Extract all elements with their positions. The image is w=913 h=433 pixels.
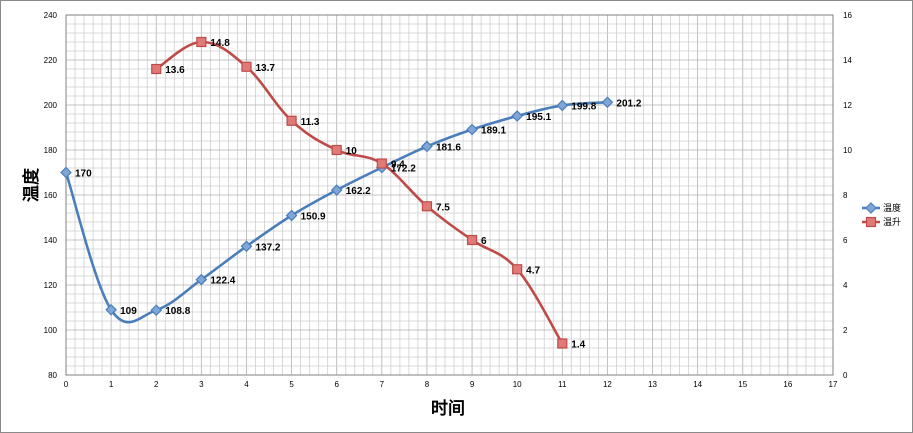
- left-tick-label: 240: [44, 11, 58, 20]
- right-tick-label: 10: [843, 146, 852, 155]
- x-tick-label: 17: [829, 380, 838, 389]
- temperature-point: [421, 140, 433, 153]
- legend-label-temperature: 温度: [883, 202, 901, 213]
- temp-rise-data-label: 11.3: [301, 117, 320, 128]
- data-labels: 170 109 108.8 122.4 137.2 150.9 162.2 172.2 181.…: [75, 38, 642, 351]
- temperature-point: [285, 209, 298, 222]
- temperature-data-label: 181.6: [436, 142, 461, 153]
- left-tick-label: 180: [44, 146, 58, 155]
- temp-rise-point: [421, 201, 433, 212]
- x-tick-label: 0: [64, 380, 69, 389]
- temp-rise-data-label: 13.7: [255, 63, 275, 74]
- temp-rise-line: [155, 40, 564, 345]
- temperature-data-label: 195.1: [526, 112, 551, 123]
- temp-rise-point: [512, 264, 523, 275]
- x-tick-label: 14: [693, 380, 702, 389]
- x-tick-label: 1: [109, 380, 114, 389]
- temp-rise-point: [151, 63, 162, 75]
- temp-rise-point: [466, 234, 478, 246]
- temperature-data-label: 122.4: [210, 276, 235, 287]
- temp-rise-data-label: 9.4: [391, 160, 405, 171]
- right-tick-label: 14: [843, 56, 852, 65]
- plot-frame: [65, 14, 834, 376]
- temperature-point: [60, 166, 72, 179]
- temp-rise-point: [557, 338, 568, 349]
- x-tick-label: 3: [199, 380, 204, 389]
- temperature-data-label: 109: [120, 306, 137, 317]
- left-tick-label: 80: [48, 371, 57, 380]
- right-tick-label: 2: [843, 326, 848, 335]
- right-tick-label: 4: [843, 281, 848, 290]
- temp-rise-data-label: 6: [481, 236, 487, 247]
- plot-border: [65, 14, 834, 376]
- temperature-point: [330, 184, 343, 196]
- temperature-data-label: 172.2: [391, 164, 416, 175]
- legend-label-temp-rise: 温升: [883, 217, 901, 227]
- x-tick-label: 10: [513, 380, 522, 389]
- temp-rise-point: [331, 144, 342, 156]
- temperature-data-label: 199.8: [571, 101, 596, 112]
- x-tick-labels: 0 1 2 3 4 5 6 7 8 9 10 11 12 13 14 15 16 17: [64, 380, 838, 389]
- temp-rise-data-label: 14.8: [210, 38, 230, 49]
- legend-marker-temperature: [865, 202, 877, 214]
- grid: [66, 15, 833, 375]
- temperature-point: [240, 240, 253, 253]
- temperature-point: [601, 96, 614, 109]
- x-tick-label: 4: [244, 380, 249, 389]
- left-tick-label: 140: [44, 236, 58, 245]
- y-axis-title: 温度: [21, 167, 42, 202]
- x-tick-label: 5: [289, 380, 294, 389]
- temperature-point: [466, 123, 478, 136]
- temp-rise-data-label: 1.4: [571, 340, 585, 351]
- right-tick-labels: 0 2 4 6 8 10 12 14 16: [843, 11, 852, 380]
- left-tick-labels: 80 100 120 140 160 180 200 220 240: [44, 11, 58, 380]
- temperature-data-label: 137.2: [255, 242, 280, 253]
- right-tick-label: 16: [843, 11, 852, 20]
- x-tick-label: 2: [154, 380, 159, 389]
- x-tick-label: 13: [648, 380, 657, 389]
- temperature-data-label: 189.1: [481, 126, 506, 137]
- temp-rise-point: [241, 61, 252, 72]
- temp-rise-data-label: 7.5: [436, 202, 450, 213]
- left-tick-label: 200: [44, 101, 58, 110]
- left-tick-label: 120: [44, 281, 58, 290]
- temperature-point: [195, 273, 208, 286]
- temperature-data-label: 150.9: [301, 211, 326, 222]
- temp-rise-data-label: 10: [346, 146, 358, 157]
- x-tick-label: 11: [558, 380, 567, 389]
- right-tick-label: 12: [843, 101, 852, 110]
- x-tick-label: 8: [425, 380, 430, 389]
- x-axis-title: 时间: [431, 398, 465, 419]
- x-tick-label: 6: [334, 380, 339, 389]
- temperature-point: [150, 304, 163, 317]
- x-tick-label: 15: [738, 380, 747, 389]
- temperature-point: [556, 99, 569, 112]
- temp-rise-point: [376, 158, 387, 169]
- temperature-point: [511, 110, 524, 122]
- x-tick-label: 9: [470, 380, 475, 389]
- temperature-data-label: 170: [75, 169, 92, 180]
- series-group: [60, 36, 614, 349]
- x-tick-label: 12: [603, 380, 612, 389]
- temperature-data-label: 201.2: [616, 98, 641, 109]
- temperature-data-label: 108.8: [165, 306, 190, 317]
- left-tick-label: 220: [44, 56, 58, 65]
- left-tick-label: 160: [44, 191, 58, 200]
- temp-rise-point: [196, 36, 207, 48]
- temperature-data-label: 162.2: [346, 186, 371, 197]
- legend-marker-temp-rise: [865, 216, 877, 228]
- left-tick-label: 100: [44, 326, 58, 335]
- temp-rise-point: [286, 115, 297, 126]
- x-tick-label: 7: [380, 380, 385, 389]
- right-tick-label: 6: [843, 236, 848, 245]
- x-tick-label: 16: [783, 380, 792, 389]
- temperature-point: [105, 303, 117, 316]
- right-tick-label: 0: [843, 371, 848, 380]
- right-tick-label: 8: [843, 191, 848, 200]
- temp-rise-data-label: 13.6: [165, 65, 185, 76]
- temp-rise-data-label: 4.7: [526, 265, 540, 276]
